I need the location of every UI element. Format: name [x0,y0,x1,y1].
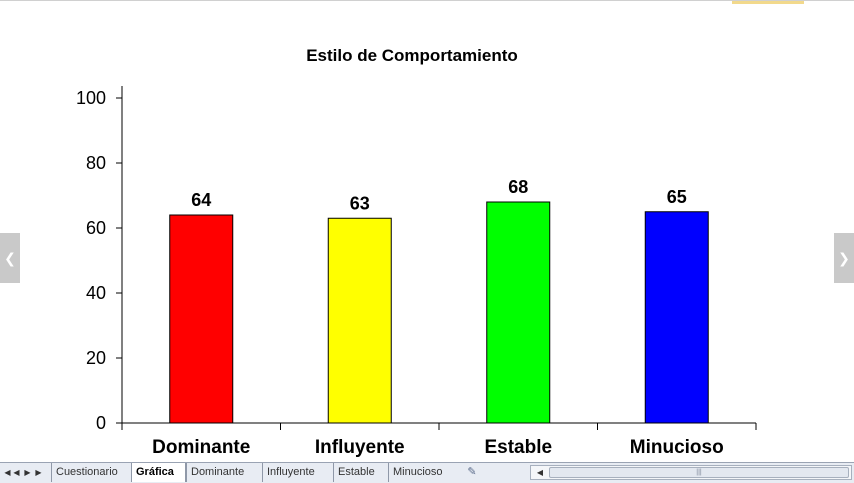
bar-dominante [169,214,234,424]
scroll-left-icon[interactable]: ◀ [536,468,544,477]
bar-estable [486,201,551,424]
sheet-tab-influyente[interactable]: Influyente [262,463,333,482]
data-label: 64 [191,190,211,210]
chart-title: Estilo de Comportamiento [306,46,518,65]
sheet-tab-estable[interactable]: Estable [333,463,388,482]
next-slide-button[interactable]: ❯ [834,233,854,283]
data-label: 63 [350,193,370,213]
previous-slide-button[interactable]: ❮ [0,233,20,283]
next-sheet-icon[interactable]: ▶ [24,468,31,477]
sheet-tab-dominante[interactable]: Dominante [186,463,262,482]
horizontal-scrollbar[interactable]: ◀ ||| [530,465,852,480]
chart-area: Estilo de Comportamiento 0 20 40 60 80 100 64… [0,0,854,458]
y-tick-label: 0 [96,413,106,433]
y-tick-label: 60 [86,218,106,238]
y-tick-label: 20 [86,348,106,368]
data-label: 68 [508,177,528,197]
sheet-tab-gr-fica[interactable]: Gráfica [131,463,186,482]
sheet-tab-bar: ◀ ◀ ▶ ▶ Cuestionario Gráfica Dominante Infl… [0,462,854,483]
last-sheet-icon[interactable]: ▶ [35,468,42,477]
y-tick-label: 100 [76,88,106,108]
toolbar-accent [732,1,804,4]
bar-influyente [327,217,392,424]
data-label: 65 [667,187,687,207]
category-label: Estable [484,437,552,458]
y-axis-ticks: 0 20 40 60 80 100 [76,88,122,433]
y-tick-label: 80 [86,153,106,173]
scrollbar-thumb[interactable]: ||| [549,467,849,478]
category-label: Influyente [315,437,405,458]
y-tick-label: 40 [86,283,106,303]
sheet-tab-cuestionario[interactable]: Cuestionario [51,463,131,482]
bar-minucioso [644,211,709,424]
bar-series: 64 63 68 65 [169,177,709,424]
category-label: Minucioso [630,437,724,458]
insert-sheet-icon[interactable]: ✎ [467,466,477,478]
prev-sheet-icon[interactable]: ◀ [13,468,20,477]
bar-chart: Estilo de Comportamiento 0 20 40 60 80 100 64… [76,46,757,458]
x-axis-labels: Dominante Influyente Estable Minucioso [121,423,757,458]
sheet-tab-minucioso[interactable]: Minucioso [388,463,458,482]
first-sheet-icon[interactable]: ◀ [4,468,11,477]
category-label: Dominante [152,437,250,458]
